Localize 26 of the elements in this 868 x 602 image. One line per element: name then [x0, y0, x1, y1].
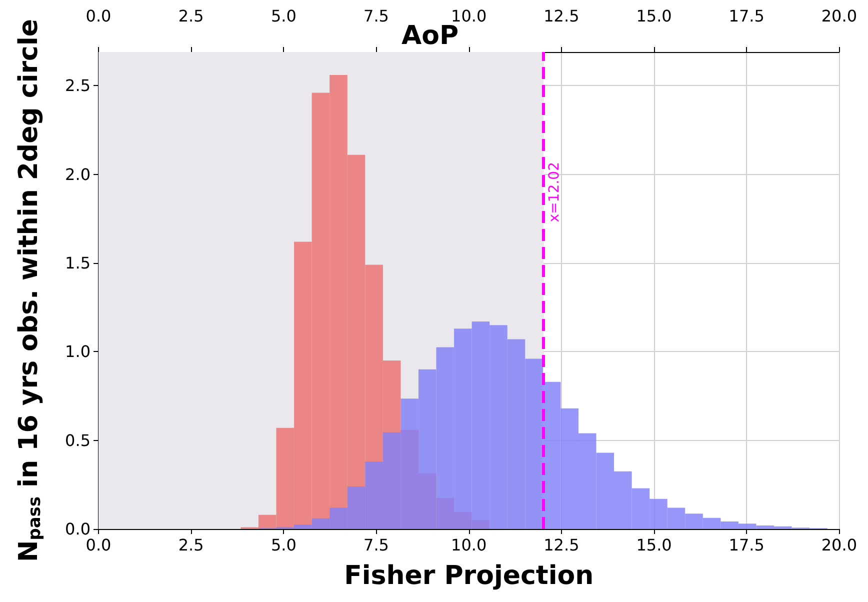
x-tick-label: 0.0: [86, 536, 112, 554]
x-axis-title: Fisher Projection: [344, 561, 594, 591]
x-tick-label: 20.0: [821, 536, 857, 554]
x-tick-label: 2.5: [178, 536, 204, 554]
x-tick-label: 12.5: [544, 536, 580, 554]
x-tick-label: 17.5: [728, 536, 764, 554]
y-tick-label: 0.5: [65, 430, 90, 450]
y-axis-title: Npass in 16 yrs obs. within 2deg circle: [14, 18, 45, 562]
y-tick-label: 1.0: [65, 342, 90, 362]
x2-tick-label: 12.5: [544, 6, 580, 26]
x2-tick-label: 2.5: [178, 6, 204, 26]
x-tick-label: 5.0: [270, 536, 296, 554]
x-tick-label: 7.5: [364, 536, 389, 554]
x2-tick-label: 7.5: [364, 6, 389, 26]
y-tick-label: 2.5: [65, 76, 90, 96]
x-tick-label: 10.0: [451, 536, 487, 554]
x2-tick-label: 17.5: [728, 6, 764, 26]
ref-line-label: x=12.02: [546, 162, 563, 222]
y-tick-label: 2.0: [65, 164, 90, 184]
x2-tick-label: 20.0: [821, 6, 857, 26]
x-tick-label: 15.0: [636, 536, 672, 554]
y-tick-label: 1.5: [65, 254, 90, 273]
y-tick-label: 0.0: [65, 520, 90, 538]
x2-tick-label: 5.0: [270, 6, 296, 26]
x2-tick-label: 0.0: [86, 6, 112, 26]
x2-tick-label: 15.0: [636, 6, 672, 26]
